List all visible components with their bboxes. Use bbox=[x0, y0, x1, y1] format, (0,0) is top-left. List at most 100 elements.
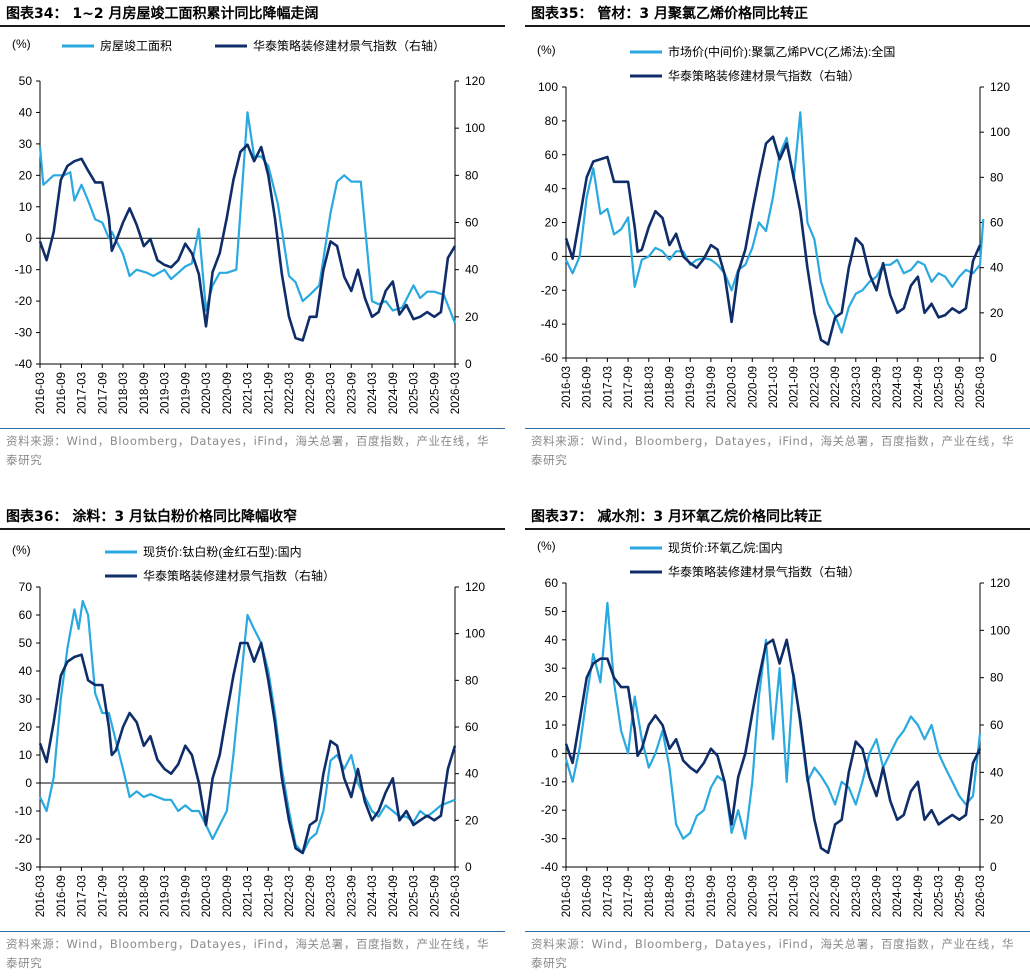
y-right-tick-label: 120 bbox=[465, 580, 485, 594]
x-tick-label: 2019-09 bbox=[706, 875, 718, 917]
title-rule bbox=[0, 25, 505, 27]
legend-label-1: 房屋竣工面积 bbox=[100, 38, 172, 53]
y-left-tick-label: 40 bbox=[19, 105, 33, 119]
legend-label-2: 华泰策略装修建材景气指数（右轴） bbox=[668, 68, 860, 83]
x-tick-label: 2016-09 bbox=[582, 366, 594, 408]
y-right-tick-label: 80 bbox=[990, 671, 1004, 685]
x-tick-label: 2018-09 bbox=[139, 372, 151, 414]
x-tick-label: 2016-09 bbox=[582, 875, 594, 917]
x-tick-label: 2022-09 bbox=[830, 366, 842, 408]
x-tick-label: 2023-03 bbox=[326, 875, 338, 917]
x-tick-label: 2022-09 bbox=[305, 875, 317, 917]
x-tick-label: 2024-03 bbox=[367, 372, 379, 414]
source-note: 资料来源：Wind，Bloomberg，Datayes，iFind，海关总署，百… bbox=[531, 937, 1015, 970]
x-tick-label: 2022-09 bbox=[305, 372, 317, 414]
line-chart: -40 -30 -20 -10 0 10 20 30 40 50 0 20 40 60 80 100 120 20… bbox=[12, 37, 485, 414]
y-left-tick-label: 100 bbox=[538, 80, 558, 94]
legend-label-1: 现货价:钛白粉(金红石型):国内 bbox=[143, 544, 302, 559]
y-left-tick-label: 60 bbox=[545, 148, 559, 162]
x-tick-label: 2024-09 bbox=[913, 875, 925, 917]
y-left-tick-label: 30 bbox=[19, 692, 33, 706]
x-tick-label: 2020-03 bbox=[201, 372, 213, 414]
x-tick-label: 2018-03 bbox=[118, 372, 130, 414]
source-note: 资料来源：Wind，Bloomberg，Datayes，iFind，海关总署，百… bbox=[6, 937, 490, 970]
y-left-tick-label: -40 bbox=[541, 860, 559, 874]
legend-label-2: 华泰策略装修建材景气指数（右轴） bbox=[668, 564, 860, 579]
y-left-tick-label: 60 bbox=[545, 576, 559, 590]
series-line-2 bbox=[564, 638, 982, 855]
legend-label-2: 华泰策略装修建材景气指数（右轴） bbox=[143, 568, 335, 583]
x-tick-label: 2023-09 bbox=[872, 875, 884, 917]
y-right-tick-label: 120 bbox=[990, 576, 1010, 590]
x-tick-label: 2017-03 bbox=[77, 875, 89, 917]
x-tick-label: 2019-09 bbox=[180, 875, 192, 917]
x-tick-label: 2016-03 bbox=[561, 875, 573, 917]
series-line-1 bbox=[565, 111, 985, 334]
source-rule bbox=[0, 931, 505, 932]
y-right-tick-label: 20 bbox=[990, 813, 1004, 827]
title-rule bbox=[0, 528, 505, 530]
x-tick-label: 2017-09 bbox=[97, 372, 109, 414]
x-tick-label: 2025-03 bbox=[934, 875, 946, 917]
y-right-tick-label: 20 bbox=[990, 306, 1004, 320]
legend-label-1: 市场价(中间价):聚氯乙烯PVC(乙烯法):全国 bbox=[668, 44, 895, 59]
y-left-tick-label: 30 bbox=[545, 661, 559, 675]
y-left-tick-label: -10 bbox=[15, 804, 33, 818]
y-left-tick-label: 0 bbox=[551, 249, 558, 263]
x-tick-label: 2025-09 bbox=[429, 372, 441, 414]
y-right-tick-label: 40 bbox=[465, 263, 479, 277]
x-tick-label: 2022-09 bbox=[830, 875, 842, 917]
x-tick-label: 2018-03 bbox=[118, 875, 130, 917]
panel-title: 图表35： 管材：3 月聚氯乙烯价格同比转正 bbox=[531, 6, 808, 22]
y-left-tick-label: -20 bbox=[541, 283, 559, 297]
y-left-tick-label: 20 bbox=[545, 216, 559, 230]
x-tick-label: 2024-03 bbox=[367, 875, 379, 917]
y-left-tick-label: -10 bbox=[541, 775, 559, 789]
y-left-tick-label: 10 bbox=[19, 200, 33, 214]
legend-label-2: 华泰策略装修建材景气指数（右轴） bbox=[253, 38, 445, 53]
series-line-1 bbox=[564, 601, 982, 840]
x-tick-label: 2019-09 bbox=[180, 372, 192, 414]
x-tick-label: 2025-03 bbox=[934, 366, 946, 408]
y-right-tick-label: 0 bbox=[990, 860, 997, 874]
series-line-2 bbox=[38, 641, 457, 855]
source-rule bbox=[525, 428, 1030, 429]
x-tick-label: 2020-03 bbox=[727, 875, 739, 917]
y-left-tick-label: 20 bbox=[19, 168, 33, 182]
y-left-tick-label: 40 bbox=[19, 664, 33, 678]
y-right-tick-label: 100 bbox=[465, 627, 485, 641]
x-tick-label: 2020-09 bbox=[747, 366, 759, 408]
x-tick-label: 2023-09 bbox=[346, 875, 358, 917]
y-right-tick-label: 20 bbox=[465, 813, 479, 827]
panel-title: 图表36： 涂料：3 月钛白粉价格同比降幅收窄 bbox=[6, 509, 297, 525]
x-tick-label: 2022-03 bbox=[809, 875, 821, 917]
series-line-1 bbox=[39, 599, 456, 855]
source-note: 资料来源：Wind，Bloomberg，Datayes，iFind，海关总署，百… bbox=[6, 434, 490, 467]
y-left-tick-label: -20 bbox=[541, 803, 559, 817]
y-right-tick-label: 40 bbox=[990, 261, 1004, 275]
y-left-tick-label: 20 bbox=[19, 720, 33, 734]
x-tick-label: 2020-09 bbox=[747, 875, 759, 917]
x-tick-label: 2018-03 bbox=[644, 875, 656, 917]
y-left-tick-label: -40 bbox=[15, 357, 33, 371]
y-left-tick-label: 20 bbox=[545, 690, 559, 704]
y-unit-label: (%) bbox=[537, 539, 556, 553]
x-tick-label: 2018-09 bbox=[665, 875, 677, 917]
x-tick-label: 2021-09 bbox=[789, 366, 801, 408]
x-tick-label: 2021-03 bbox=[243, 372, 255, 414]
x-tick-label: 2019-03 bbox=[685, 366, 697, 408]
series-line-2 bbox=[38, 143, 457, 342]
x-tick-label: 2017-03 bbox=[602, 366, 614, 408]
x-tick-label: 2025-03 bbox=[409, 372, 421, 414]
y-left-tick-label: 50 bbox=[19, 636, 33, 650]
chart-panel-35: 图表35： 管材：3 月聚氯乙烯价格同比转正 -60 -40 -20 0 20 40 60 8… bbox=[525, 0, 1030, 475]
x-tick-label: 2020-09 bbox=[222, 372, 234, 414]
x-tick-label: 2024-09 bbox=[913, 366, 925, 408]
x-tick-label: 2023-03 bbox=[326, 372, 338, 414]
x-tick-label: 2026-03 bbox=[450, 372, 462, 414]
y-left-tick-label: -30 bbox=[15, 860, 33, 874]
source-note: 资料来源：Wind，Bloomberg，Datayes，iFind，海关总署，百… bbox=[531, 434, 1015, 467]
x-tick-label: 2019-03 bbox=[160, 875, 172, 917]
chart-panel-34: 图表34： 1~2 月房屋竣工面积累计同比降幅走阔 -40 -30 -20 -10 0 1… bbox=[0, 0, 505, 475]
y-left-tick-label: -30 bbox=[15, 326, 33, 340]
